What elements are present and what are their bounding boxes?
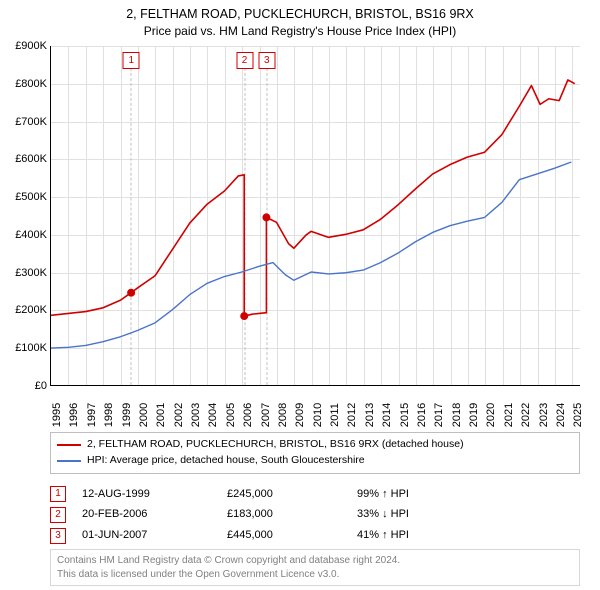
footer-line-2: This data is licensed under the Open Gov… bbox=[57, 568, 573, 582]
x-tick-label: 2024 bbox=[555, 395, 567, 435]
y-tick-label: £0 bbox=[1, 380, 47, 392]
y-tick-label: £200K bbox=[1, 304, 47, 316]
x-tick-label: 2009 bbox=[294, 395, 306, 435]
sales-row-badge: 3 bbox=[50, 528, 66, 544]
title-subtitle: Price paid vs. HM Land Registry's House … bbox=[0, 23, 600, 39]
x-tick-label: 2006 bbox=[242, 395, 254, 435]
sale-marker-dot bbox=[127, 289, 135, 297]
y-tick-label: £700K bbox=[1, 116, 47, 128]
x-tick-label: 2023 bbox=[538, 395, 550, 435]
sales-row: 2 20-FEB-2006£183,00033% ↓ HPI bbox=[50, 504, 580, 525]
sales-row-pct: 33% ↓ HPI bbox=[357, 504, 447, 525]
sales-row-date: 12-AUG-1999 bbox=[82, 484, 227, 505]
sale-marker-badge: 3 bbox=[258, 52, 275, 69]
x-tick-label: 2012 bbox=[346, 395, 358, 435]
sales-row-price: £245,000 bbox=[227, 484, 357, 505]
x-tick-label: 2001 bbox=[155, 395, 167, 435]
x-tick-label: 1995 bbox=[51, 395, 63, 435]
sales-row-badge: 2 bbox=[50, 507, 66, 523]
x-tick-label: 2011 bbox=[329, 395, 341, 435]
sales-table: 1 12-AUG-1999£245,00099% ↑ HPI 2 20-FEB-200… bbox=[50, 484, 580, 547]
sales-row-price: £445,000 bbox=[227, 525, 357, 546]
chart-area: £0£100K£200K£300K£400K£500K£600K£700K£80… bbox=[50, 46, 580, 386]
x-tick-label: 2017 bbox=[433, 395, 445, 435]
footer-line-1: Contains HM Land Registry data © Crown c… bbox=[57, 554, 573, 568]
x-tick-label: 1996 bbox=[68, 395, 80, 435]
x-tick-label: 2014 bbox=[381, 395, 393, 435]
sale-marker-badge: 2 bbox=[236, 52, 253, 69]
legend-box: 2, FELTHAM ROAD, PUCKLECHURCH, BRISTOL, … bbox=[50, 432, 580, 474]
title-address: 2, FELTHAM ROAD, PUCKLECHURCH, BRISTOL, … bbox=[0, 6, 600, 23]
x-tick-label: 2013 bbox=[364, 395, 376, 435]
sales-row-badge: 1 bbox=[50, 486, 66, 502]
x-tick-label: 1999 bbox=[121, 395, 133, 435]
x-tick-label: 2020 bbox=[485, 395, 497, 435]
series-line-hpi bbox=[51, 162, 571, 348]
sale-marker-badge: 1 bbox=[123, 52, 140, 69]
x-tick-label: 1997 bbox=[86, 395, 98, 435]
sales-row-pct: 41% ↑ HPI bbox=[357, 525, 447, 546]
footer-attribution: Contains HM Land Registry data © Crown c… bbox=[50, 549, 580, 586]
x-tick-label: 2005 bbox=[225, 395, 237, 435]
y-tick-label: £900K bbox=[1, 40, 47, 52]
x-tick-label: 1998 bbox=[103, 395, 115, 435]
sales-row-pct: 99% ↑ HPI bbox=[357, 484, 447, 505]
y-tick-label: £500K bbox=[1, 191, 47, 203]
sale-marker-dot bbox=[240, 312, 248, 320]
x-tick-label: 2010 bbox=[312, 395, 324, 435]
x-tick-label: 2015 bbox=[399, 395, 411, 435]
chart-svg bbox=[51, 46, 580, 385]
x-tick-label: 2007 bbox=[260, 395, 272, 435]
figure-container: { "title": { "line1": "2, FELTHAM ROAD, … bbox=[0, 0, 600, 590]
y-tick-label: £600K bbox=[1, 153, 47, 165]
y-tick-label: £300K bbox=[1, 267, 47, 279]
plot-region: £0£100K£200K£300K£400K£500K£600K£700K£80… bbox=[50, 46, 580, 386]
series-line-property bbox=[51, 80, 575, 316]
x-tick-label: 2022 bbox=[520, 395, 532, 435]
legend-row: HPI: Average price, detached house, Sout… bbox=[57, 453, 573, 469]
x-tick-label: 2000 bbox=[138, 395, 150, 435]
x-tick-label: 2019 bbox=[468, 395, 480, 435]
legend-label: HPI: Average price, detached house, Sout… bbox=[87, 453, 365, 469]
legend-swatch bbox=[57, 444, 81, 446]
x-tick-label: 2021 bbox=[503, 395, 515, 435]
x-tick-label: 2018 bbox=[451, 395, 463, 435]
legend-row: 2, FELTHAM ROAD, PUCKLECHURCH, BRISTOL, … bbox=[57, 437, 573, 453]
sales-row: 1 12-AUG-1999£245,00099% ↑ HPI bbox=[50, 484, 580, 505]
sales-row: 3 01-JUN-2007£445,00041% ↑ HPI bbox=[50, 525, 580, 546]
legend-swatch bbox=[57, 460, 81, 462]
legend-label: 2, FELTHAM ROAD, PUCKLECHURCH, BRISTOL, … bbox=[87, 437, 464, 453]
y-tick-label: £100K bbox=[1, 342, 47, 354]
x-tick-label: 2002 bbox=[173, 395, 185, 435]
legend-block: 2, FELTHAM ROAD, PUCKLECHURCH, BRISTOL, … bbox=[50, 432, 580, 546]
x-tick-label: 2003 bbox=[190, 395, 202, 435]
title-block: 2, FELTHAM ROAD, PUCKLECHURCH, BRISTOL, … bbox=[0, 0, 600, 39]
sales-row-date: 20-FEB-2006 bbox=[82, 504, 227, 525]
x-tick-label: 2025 bbox=[572, 395, 584, 435]
sales-row-price: £183,000 bbox=[227, 504, 357, 525]
x-tick-label: 2016 bbox=[416, 395, 428, 435]
y-tick-label: £400K bbox=[1, 229, 47, 241]
sales-row-date: 01-JUN-2007 bbox=[82, 525, 227, 546]
x-tick-label: 2004 bbox=[207, 395, 219, 435]
x-tick-label: 2008 bbox=[277, 395, 289, 435]
y-tick-label: £800K bbox=[1, 78, 47, 90]
sale-marker-dot bbox=[262, 213, 270, 221]
